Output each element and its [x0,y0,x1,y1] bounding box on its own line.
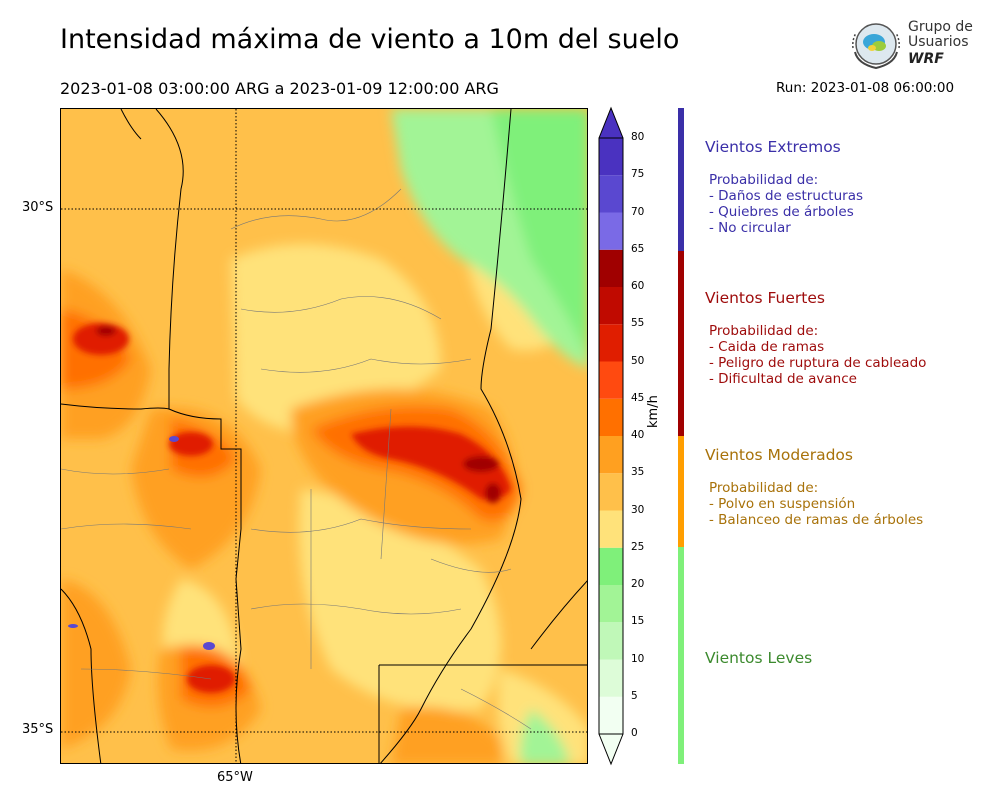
colorbar-frame [598,137,624,735]
lat-label-35s: 35°S [22,722,54,737]
colorbar-tick-label: 75 [631,168,645,181]
colorbar-segment [599,473,623,511]
colorbar-tick-label: 80 [631,131,645,143]
lon-label-65w: 65°W [217,770,253,785]
wind-map [60,108,588,764]
wind-zone-25-30 [497,669,587,763]
colorbar-tick-label: 25 [631,540,645,553]
category-title-extremos: Vientos Extremos [705,138,841,156]
colorbar-tick-label: 50 [631,354,645,367]
category-title-leves: Vientos Leves [705,649,813,667]
colorbar-segment [599,138,623,176]
wind-zone-65-plus [169,436,179,442]
wind-zone-60-65 [463,456,499,472]
colorbar-tick-label: 55 [631,317,645,330]
category-desc-line: - Balanceo de ramas de árboles [709,512,924,528]
colorbar-tick-label: 15 [631,615,645,628]
logo-text-line3: WRF [908,51,944,67]
colorbar-segment [599,659,623,697]
colorbar-segment [599,547,623,585]
category-desc-line: Probabilidad de: [709,172,819,188]
wind-zone-green [491,109,587,355]
category-desc-moderados: Probabilidad de: - Polvo en suspensión -… [709,480,923,528]
colorbar-tick-label: 70 [631,205,645,218]
wind-zone-35-40 [61,579,131,749]
colorbar-tick-label: 40 [631,429,645,441]
colorbar-segment [599,622,623,660]
department-borders [61,188,532,730]
colorbar-segment [599,510,623,548]
colorbar-bottom-arrow [598,733,624,766]
category-desc-line: - No circular [709,220,791,236]
run-time: Run: 2023-01-08 06:00:00 [776,80,955,96]
colorbar-tick-label: 35 [631,466,645,479]
category-desc-fuertes: Probabilidad de: - Caida de ramas - Peli… [709,323,926,387]
colorbar-tick-label: 10 [631,652,645,665]
forecast-period: 2023-01-08 03:00:00 ARG a 2023-01-09 12:… [60,79,499,98]
category-desc-line: - Polvo en suspensión [709,496,856,512]
category-bar-leves [678,547,684,764]
colorbar-tick-label: 20 [631,578,645,590]
map-title: Intensidad máxima de viento a 10m del su… [60,24,680,55]
colorbar-segment [599,436,623,474]
colorbar-segments [599,138,623,734]
category-desc-line: - Dificultad de avance [709,371,857,387]
category-desc-line: - Caida de ramas [709,339,825,355]
wind-zone-65-plus [68,624,78,628]
wrf-logo: Grupo de Usuarios WRF [848,16,978,72]
wind-zone-55-60 [169,432,213,456]
colorbar-tick-label: 0 [631,727,638,739]
globe-emblem-icon [852,23,900,70]
category-desc-line: - Quiebres de árboles [709,204,854,220]
colorbar-segment [599,324,623,362]
category-desc-line: Probabilidad de: [709,480,819,496]
colorbar-segment [599,696,623,734]
province-borders [61,109,587,763]
logo-text-line2: Usuarios [908,34,969,50]
category-title-moderados: Vientos Moderados [705,446,853,464]
lat-label-30s: 30°S [22,200,54,215]
colorbar-segment [599,212,623,250]
colorbar-tick-label: 60 [631,280,645,292]
category-bar-moderados [678,436,684,547]
colorbar-tick-label: 45 [631,391,645,404]
colorbar-unit-label: km/h [646,395,661,428]
colorbar-segment [599,585,623,623]
colorbar-segment [599,287,623,325]
category-bar-extremos [678,108,684,251]
wind-zone-60-65 [96,326,116,336]
category-desc-line: - Daños de estructuras [709,188,864,204]
colorbar-segment [599,175,623,213]
wind-zone-65-plus [203,642,215,650]
wind-zone-25-30 [299,489,501,711]
colorbar-segment [599,361,623,399]
category-desc-line: Probabilidad de: [709,323,819,339]
graticule [61,109,587,763]
category-desc-line: - Peligro de ruptura de cableado [709,355,927,371]
wind-zone-60-65 [485,483,501,503]
colorbar-tick-label: 65 [631,242,645,255]
colorbar-top-arrow [598,106,624,139]
category-bar-fuertes [678,251,684,436]
wind-zone-55-60 [351,426,511,501]
wind-zone-25-30 [231,244,441,431]
colorbar-tick-label: 5 [631,689,638,702]
colorbar-tick-label: 30 [631,503,645,516]
wind-zone-green [519,709,571,763]
category-color-bar [678,108,684,764]
colorbar-segment [599,398,623,436]
wind-zone-35-40 [391,707,501,763]
logo-text-line1: Grupo de [908,19,973,35]
wind-field-svg [61,109,587,763]
category-title-fuertes: Vientos Fuertes [705,289,825,307]
wind-colorbar [598,106,624,766]
category-desc-extremos: Probabilidad de: - Daños de estructuras … [709,172,863,236]
colorbar-segment [599,249,623,287]
